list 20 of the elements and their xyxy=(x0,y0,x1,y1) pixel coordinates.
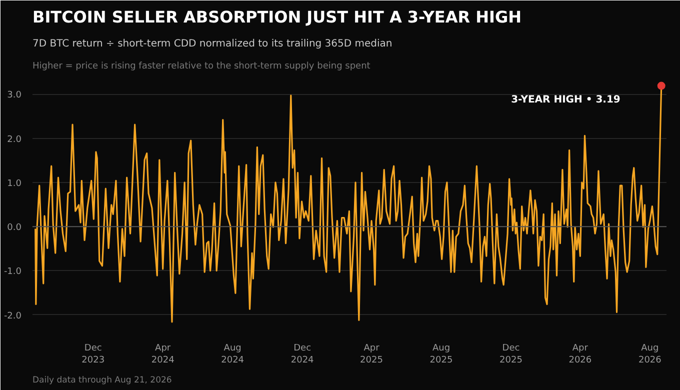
y-tick-label: -2.0 xyxy=(4,311,22,322)
x-tick-label: Dec 2023 xyxy=(82,344,105,366)
y-tick-label: 3.0 xyxy=(7,90,22,101)
y-tick-label: 0.0 xyxy=(7,223,22,234)
text: Higher = price is rising faster relative to the short-term supply being spent xyxy=(32,62,371,72)
y-tick-label: 2.0 xyxy=(7,134,22,145)
x-tick-label: Dec 2024 xyxy=(290,344,314,366)
chart-title: BITCOIN SELLER ABSORPTION JUST HIT A 3-YEAR HIGH xyxy=(32,8,522,26)
x-tick-label: Apr 2025 xyxy=(360,344,383,366)
x-tick-label: Aug 2026 xyxy=(638,344,662,366)
y-tick-label: 1.0 xyxy=(7,178,22,189)
x-tick-label: Apr 2024 xyxy=(151,344,175,366)
x-tick-label: Aug 2025 xyxy=(430,344,453,366)
x-tick-label: Dec 2025 xyxy=(500,344,522,366)
y-tick-label: -1.0 xyxy=(4,267,22,278)
chart-subtitle: 7D BTC return ÷ short-term CDD normalized to its trailing 365D median xyxy=(32,38,392,50)
annotation: 3-YEAR HIGH • 3.19 xyxy=(511,94,620,106)
x-tick-label: Aug 2024 xyxy=(221,344,244,366)
text: Daily data through Aug 21, 2026 xyxy=(32,376,172,386)
x-tick-label: Apr 2026 xyxy=(568,344,592,366)
